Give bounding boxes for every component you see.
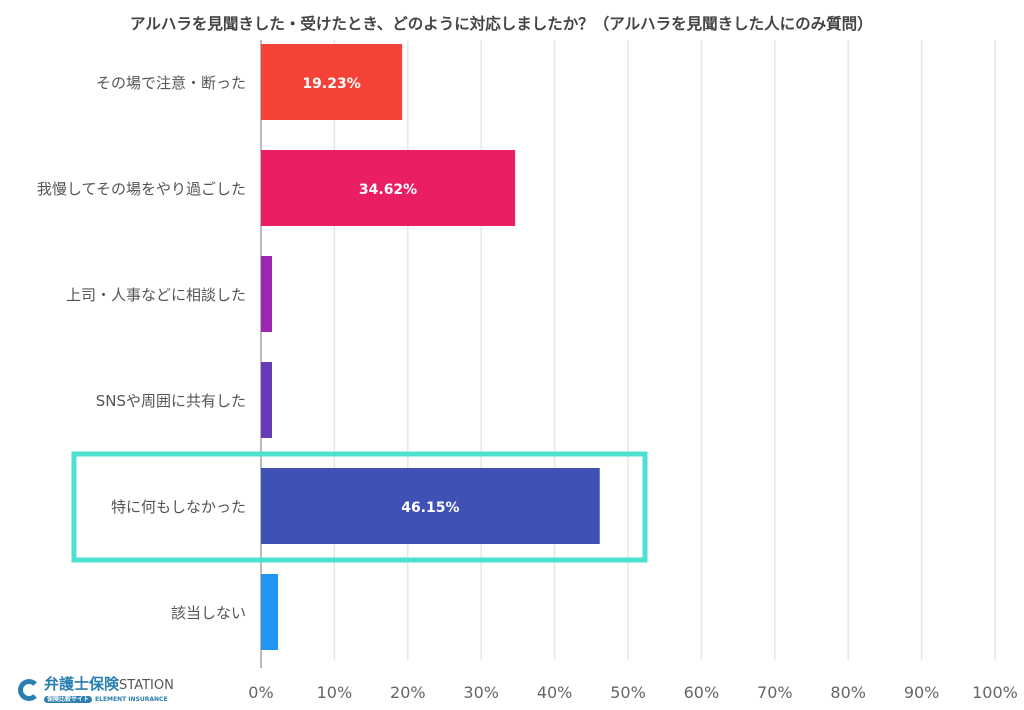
bar	[261, 468, 600, 544]
bar	[261, 362, 272, 438]
logo: 弁護士保険STATION 保険比較サイト ELEMENT INSURANCE	[18, 676, 174, 703]
bar	[261, 574, 278, 650]
data-label: 46.15%	[401, 500, 459, 516]
category-label: SNSや周囲に共有した	[96, 392, 246, 410]
x-tick-label: 90%	[904, 683, 940, 702]
data-label: 19.23%	[302, 76, 360, 92]
bar	[261, 256, 272, 332]
category-label: 我慢してその場をやり過ごした	[37, 180, 246, 198]
x-tick-label: 30%	[463, 683, 499, 702]
x-tick-label: 10%	[317, 683, 353, 702]
x-tick-label: 50%	[610, 683, 646, 702]
category-label: 特に何もしなかった	[111, 498, 246, 516]
logo-suffix: STATION	[119, 678, 174, 693]
logo-company: ELEMENT INSURANCE	[95, 696, 168, 703]
category-label: その場で注意・断った	[96, 74, 246, 92]
data-label: 34.62%	[359, 182, 417, 198]
logo-name: 弁護士保険	[44, 675, 120, 693]
x-tick-label: 40%	[537, 683, 573, 702]
x-tick-label: 20%	[390, 683, 426, 702]
logo-mark-icon	[18, 678, 40, 701]
category-label: 上司・人事などに相談した	[66, 286, 246, 304]
x-tick-label: 60%	[684, 683, 720, 702]
bar	[261, 44, 403, 120]
x-tick-label: 70%	[757, 683, 793, 702]
x-tick-label: 80%	[830, 683, 866, 702]
category-label: 該当しない	[171, 604, 246, 622]
bar	[261, 150, 516, 226]
x-tick-label: 100%	[972, 683, 1018, 702]
chart-title: アルハラを見聞きした・受けたとき、どのように対応しましたか？（アルハラを見聞きし…	[130, 15, 873, 33]
highlight-box	[71, 451, 648, 563]
x-tick-label: 0%	[248, 683, 273, 702]
logo-tagline: 保険比較サイト	[44, 696, 93, 703]
